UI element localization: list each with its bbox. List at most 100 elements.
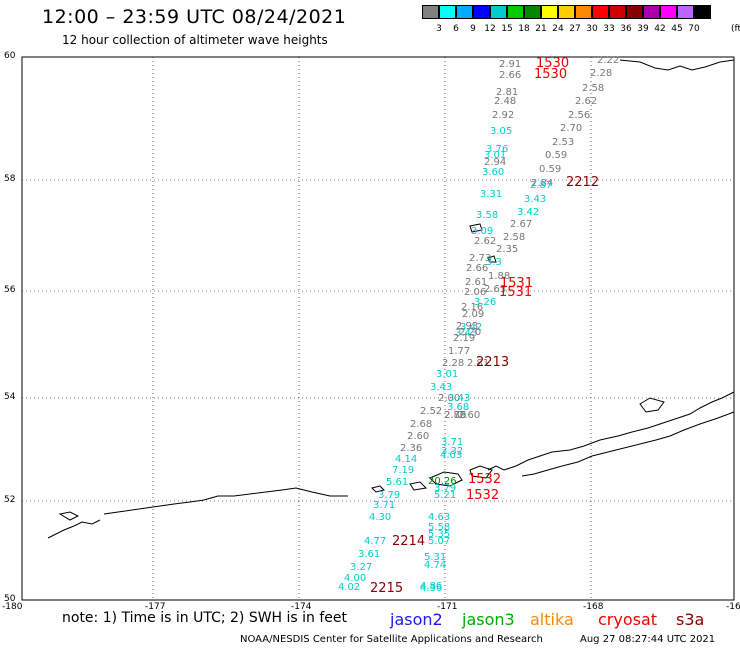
swh-value-cyan: 5.31 [424,552,446,563]
swh-value-gray: 2.68 [410,419,432,430]
legend-label: 6 [453,24,459,34]
swh-value-cyan: 3.58 [476,210,498,221]
swh-value-cyan: 3.79 [378,490,400,501]
legend-label: 21 [535,24,547,34]
swh-value-gray: 2.20 [459,327,481,338]
swh-value-gray: 1.77 [448,346,470,357]
swh-value-gray: 1.88 [488,271,510,282]
swh-value-cyan: 3.71 [373,500,395,511]
mission-jason2: jason2 [390,610,443,629]
swh-value-cyan: 4.86 [420,581,442,592]
legend-swatch [541,5,558,19]
swh-value-cyan: 4.63 [428,512,450,523]
legend-label: 70 [688,24,700,34]
legend-swatch [575,5,592,19]
swh-value-gray: 2.16 [461,302,483,313]
swh-value-cyan: 4.74 [424,560,446,571]
swh-value-gray: 2.93 [456,321,478,332]
swh-value-cyan: 3.43 [430,382,452,393]
graticule [22,57,734,600]
map-title: 12:00 – 23:59 UTC 08/24/2021 [42,6,347,28]
unimak-island [469,465,493,479]
legend-swatch [422,5,439,19]
legend-label: 30 [586,24,598,34]
swh-value-gray: 2.76 [444,410,466,421]
x-tick-label: -171 [437,602,458,612]
swh-value-gray: 2.53 [552,137,574,148]
swh-value-gray: 2.91 [499,59,521,70]
swh-value-gray: 2.66 [466,263,488,274]
western-aleutians [47,519,101,539]
swh-value-gray: 2.06 [464,287,486,298]
swh-value-cyan: 3.42 [517,207,539,218]
unalaska-island [429,471,463,487]
swh-value-cyan: 3.43 [448,393,470,404]
swh-value-cyan: 3.42 [460,322,482,333]
map-frame [21,56,735,601]
legend-swatch [677,5,694,19]
swh-value-gray: 2.48 [494,96,516,107]
swh-value-cyan: 5.21 [434,490,456,501]
legend-label: 24 [552,24,564,34]
swh-value-gray: 2.89 [444,410,466,421]
swh-value-gray: 2.52 [420,406,442,417]
swh-value-cyan: 3.43 [524,194,546,205]
swh-value-gray: 2.36 [400,443,422,454]
swh-value-cyan: 3.26 [474,297,496,308]
legend-swatch [473,5,490,19]
mission-cryosat: cryosat [598,610,658,629]
pass-time-label: 1532 [468,472,501,487]
swh-value-gray: 2.92 [492,110,514,121]
swh-value-gray: 2.19 [453,333,475,344]
swh-value-gray: 2.61 [465,277,487,288]
map-subtitle: 12 hour collection of altimeter wave hei… [62,33,328,47]
legend-unit: (ft) [731,24,740,34]
swh-value-cyan: 3.79 [434,483,456,494]
swh-value-gray: 2.28 [590,68,612,79]
swh-value-gray: 0.59 [545,150,567,161]
attu-island [58,511,80,521]
alaska-peninsula [487,391,735,471]
swh-value-cyan: 3.76 [486,144,508,155]
legend-label: 36 [620,24,632,34]
swh-value-gray: 2.63 [484,284,506,295]
x-tick-label: -174 [291,602,312,612]
legend-swatch [609,5,626,19]
swh-value-gray: 2.67 [510,219,532,230]
swh-value-gray: 2.62 [575,96,597,107]
swh-value-cyan: 20.26 [428,476,457,487]
swh-value-gray: 2.00 [438,393,460,404]
legend-swatch [592,5,609,19]
swh-value-gray: 2.66 [499,70,521,81]
legend-swatch [524,5,541,19]
central-aleutians [103,487,348,515]
swh-value-cyan: 4.02 [338,582,360,593]
swh-value-cyan: 3.05 [490,126,512,137]
alaska-peninsula-south [521,411,735,477]
swh-value-gray: 2.28 [442,358,464,369]
swh-value-cyan: 3.32 [441,446,463,457]
swh-value-gray: 2.58 [582,83,604,94]
legend-swatch [626,5,643,19]
swh-value-cyan: 3.27 [350,562,372,573]
alaska-coast-north [619,59,735,71]
y-tick-label: 52 [4,495,16,505]
y-tick-label: 54 [4,392,16,402]
mission-jason3: jason3 [462,610,515,629]
pass-time-label: 2213 [476,355,509,370]
legend-label: 39 [637,24,649,34]
credit-line: NOAA/NESDIS Center for Satellite Applica… [240,634,543,645]
swh-value-cyan: 4.14 [395,454,417,465]
legend-swatch [490,5,507,19]
kodiak-island [639,397,665,413]
legend-swatch [660,5,677,19]
swh-value-cyan: 4.00 [344,573,366,584]
swh-value-gray: 2.81 [496,87,518,98]
swh-value-cyan: 3.31 [480,189,502,200]
pass-time-label: 2212 [566,175,599,190]
legend-swatch [694,5,711,19]
mission-s3a: s3a [676,610,705,629]
swh-value-cyan: 3.01 [484,150,506,161]
x-tick-label: -177 [145,602,166,612]
swh-value-cyan: 5.07 [428,536,450,547]
